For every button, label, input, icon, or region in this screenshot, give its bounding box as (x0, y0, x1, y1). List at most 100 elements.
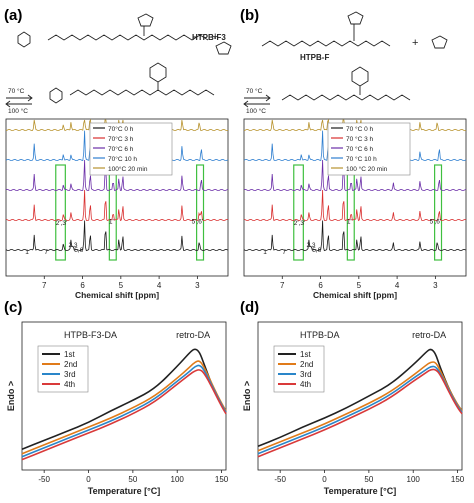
adduct-ring-b (351, 66, 369, 87)
highlight-box-2 (346, 164, 355, 261)
condition-forward-b: 70 °C (246, 87, 263, 95)
legend-box (273, 345, 325, 393)
x-tick-label: -50 (38, 475, 50, 484)
peak-label: retro-DA (176, 330, 210, 340)
x-axis-label: Chemical shift [ppm] (75, 290, 159, 300)
reaction-scheme-b (243, 11, 448, 108)
peak-annotation: 5,6 (74, 247, 83, 254)
polymer-backbone-a2 (69, 89, 215, 96)
nmr-spectrum-line (243, 189, 467, 222)
peak-annotation: 7 (44, 249, 48, 256)
legend-entry: 100 °C 20 min (346, 165, 388, 173)
x-tick-label: 0 (86, 475, 91, 484)
legend-entry: 70 °C 0 h (346, 125, 374, 133)
legend-entry: 4th (64, 380, 75, 389)
legend-entry: 1st (300, 350, 311, 359)
condition-reverse-a: 100 °C (8, 107, 28, 115)
x-tick-label: -50 (274, 475, 286, 484)
panel-label-d: (d) (240, 299, 259, 316)
chart-title: HTPB-DA (300, 330, 340, 340)
nmr-spectrum-line (5, 159, 229, 192)
nmr-spectrum-line (243, 159, 467, 192)
legend-entry: 4th (300, 380, 311, 389)
legend-entry: 1st (64, 350, 75, 359)
furan-ring-a (137, 13, 154, 27)
maleimide-ring-a (215, 41, 232, 55)
dsc-curve-2nd (257, 361, 463, 452)
condition-forward-a: 70 °C (8, 87, 25, 95)
dsc-curve-2nd (21, 360, 227, 455)
legend-entry: 2nd (64, 360, 77, 369)
scheme-label-b: HTPB-F (300, 53, 329, 62)
adduct-ring-a (149, 62, 167, 83)
legend-entry: 70°C 10 h (108, 155, 137, 163)
legend-entry: 70°C 6 h (108, 145, 134, 153)
x-tick-label: 6 (80, 281, 85, 290)
peak-annotation: 1 (263, 249, 267, 256)
dsc-curve-4th (257, 368, 463, 458)
y-axis-label: Endo > (6, 381, 16, 411)
x-axis-label: Temperature [°C] (88, 486, 160, 496)
x-tick-label: 6 (318, 281, 323, 290)
chart-title: HTPB-F3-DA (64, 330, 117, 340)
peak-annotation: 2,3 (306, 242, 315, 249)
highlight-box-1 (55, 164, 66, 261)
legend-entry: 70 °C 10 h (346, 155, 377, 163)
arrow-forward-head-a (27, 94, 33, 102)
legend-entry: 70°C 0 h (108, 125, 134, 133)
polymer-backbone-b1 (261, 40, 391, 47)
furan-ring-b (347, 11, 364, 25)
phenyl-ring-a1 (17, 31, 31, 48)
peak-annotation: 1 (25, 249, 29, 256)
condition-reverse-b: 100 °C (246, 107, 266, 115)
highlight-box-1 (293, 164, 304, 261)
legend-entry: 70°C 3 h (108, 135, 134, 143)
x-tick-label: 0 (322, 475, 327, 484)
plot-frame (257, 321, 463, 471)
reaction-scheme-a (5, 13, 232, 108)
nmr-spectrum-line (243, 220, 467, 252)
plus-sign-a: + (212, 31, 218, 43)
highlight-box-3 (196, 164, 205, 261)
panel-label-a: (a) (4, 7, 22, 24)
x-tick-label: 50 (364, 475, 373, 484)
plot-frame (243, 118, 467, 277)
panel-label-c: (c) (4, 299, 22, 316)
arrow-forward-head-b (265, 94, 271, 102)
x-tick-label: 4 (157, 281, 162, 290)
peak-annotation: 5,6 (312, 247, 321, 254)
polymer-backbone-b2 (281, 94, 411, 101)
peak-annotation: 7 (282, 249, 286, 256)
peak-annotation: 2',3' (294, 220, 306, 227)
arrow-reverse-head-a (5, 100, 11, 108)
x-tick-label: 4 (395, 281, 400, 290)
peak-annotation: 5',6' (430, 218, 442, 225)
dsc-curve-1st (257, 348, 463, 448)
nmr-spectrum-line (5, 189, 229, 222)
x-tick-label: 150 (215, 475, 229, 484)
legend-box (89, 122, 173, 176)
peak-annotation: 2',3' (56, 220, 68, 227)
x-tick-label: 3 (433, 281, 438, 290)
peak-annotation: 5',6' (192, 218, 204, 225)
nmr-chart-b: 7 6 5 4 3 Chemical shift [ppm] 70 °C 0 h 70 °C … (243, 118, 467, 300)
x-tick-label: 5 (357, 281, 362, 290)
x-tick-label: 50 (128, 475, 137, 484)
x-tick-label: 7 (280, 281, 285, 290)
panel-label-b: (b) (240, 7, 259, 24)
maleimide-ring-b (431, 35, 448, 49)
peak-annotation: 2,3 (68, 242, 77, 249)
legend-entry: 70 °C 3 h (346, 135, 374, 143)
dsc-chart-d: -50 0 50 100 150 Temperature [°C] Endo > HTPB-D… (242, 321, 465, 496)
legend-entry: 3rd (300, 370, 312, 379)
x-tick-label: 150 (451, 475, 465, 484)
legend-box (37, 345, 89, 393)
x-axis-label: Temperature [°C] (324, 486, 396, 496)
legend-entry: 100°C 20 min (108, 165, 148, 173)
phenyl-ring-a2 (49, 87, 63, 104)
legend-entry: 70 °C 6 h (346, 145, 374, 153)
plot-frame (21, 321, 227, 471)
x-axis-label: Chemical shift [ppm] (313, 290, 397, 300)
nmr-spectrum-line (5, 220, 229, 252)
